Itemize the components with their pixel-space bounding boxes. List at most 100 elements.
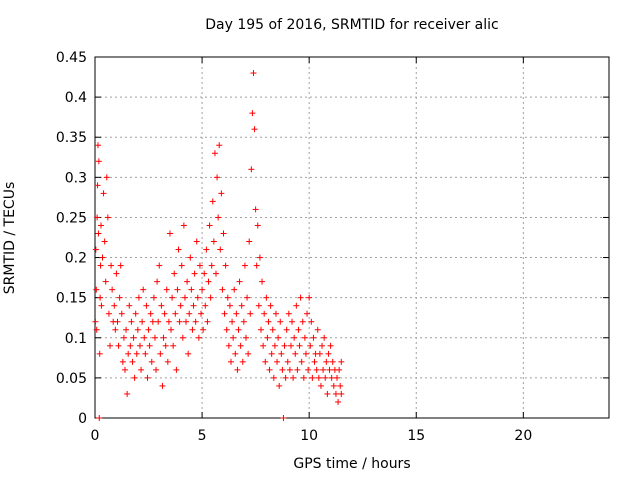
data-point [151,334,158,341]
data-point [224,294,231,301]
data-point [119,358,126,365]
data-point [171,270,178,277]
y-tick-label: 0.35 [56,130,87,146]
data-point [222,262,229,269]
data-point [264,334,271,341]
data-point [257,326,264,333]
data-point [320,366,327,373]
y-tick-label: 0.4 [65,90,87,106]
data-point [114,318,121,325]
grid-layer [95,57,609,418]
data-point [139,318,146,325]
data-point [132,310,139,317]
data-point [256,254,263,261]
data-point [305,366,312,373]
data-point [156,262,163,269]
data-point [326,366,333,373]
data-point [278,350,285,357]
x-tick-label: 0 [91,428,100,444]
data-point [92,318,99,325]
data-point [99,254,106,261]
data-point [128,318,135,325]
data-point [176,318,183,325]
data-point [247,310,254,317]
data-point [109,286,116,293]
ticks-layer: 0 5 10 15 20 0 0.05 0.1 0.15 0.2 0.25 0.3 0.35 0.4 0.4… [56,50,609,444]
data-point [328,374,335,381]
data-point [205,278,212,285]
y-tick-label: 0.45 [56,50,87,66]
data-point [162,342,169,349]
y-tick-label: 0.05 [56,371,87,387]
data-point [281,342,288,349]
data-point [175,246,182,253]
data-point [153,366,160,373]
data-point [221,310,228,317]
data-point [260,342,267,349]
data-point [143,302,150,309]
data-point [196,262,203,269]
data-point [105,310,112,317]
data-point [98,302,105,309]
data-point [301,334,308,341]
data-point [244,294,251,301]
data-point [160,334,167,341]
data-point [135,294,142,301]
data-point [127,342,134,349]
data-point [191,270,198,277]
data-point [144,374,151,381]
data-point [307,342,314,349]
data-point [311,358,318,365]
data-point [200,326,207,333]
data-point [236,278,243,285]
data-point [298,358,305,365]
data-point [172,310,179,317]
data-point [213,270,220,277]
data-point [177,302,184,309]
plot-frame [94,56,610,419]
data-point [253,262,260,269]
data-point [125,350,132,357]
data-point [204,318,211,325]
data-point [208,262,215,269]
data-point [240,318,247,325]
data-point [101,238,108,245]
data-point [96,415,103,421]
data-point [327,342,334,349]
data-point [293,302,300,309]
data-point [325,350,332,357]
data-point [314,326,321,333]
data-point [248,166,255,173]
data-point [129,358,136,365]
data-point [255,302,262,309]
data-point [321,334,328,341]
data-point [242,334,249,341]
data-point [285,310,292,317]
data-point [274,358,281,365]
data-point [150,294,157,301]
data-point [178,262,185,269]
data-point [174,286,181,293]
data-point [159,382,166,389]
data-point [291,334,298,341]
data-point [250,70,257,77]
data-point [276,382,283,389]
data-point [146,342,153,349]
data-point [134,326,141,333]
data-point [266,366,273,373]
data-point [268,350,275,357]
data-point [121,366,128,373]
data-point [117,262,124,269]
data-point [170,342,177,349]
data-point [330,382,337,389]
data-point [120,334,127,341]
data-point [141,334,148,341]
axes-layer [94,56,610,419]
data-point [229,318,236,325]
data-point [158,302,165,309]
data-point [131,374,138,381]
data-point [154,278,161,285]
y-tick-label: 0.3 [65,170,87,186]
